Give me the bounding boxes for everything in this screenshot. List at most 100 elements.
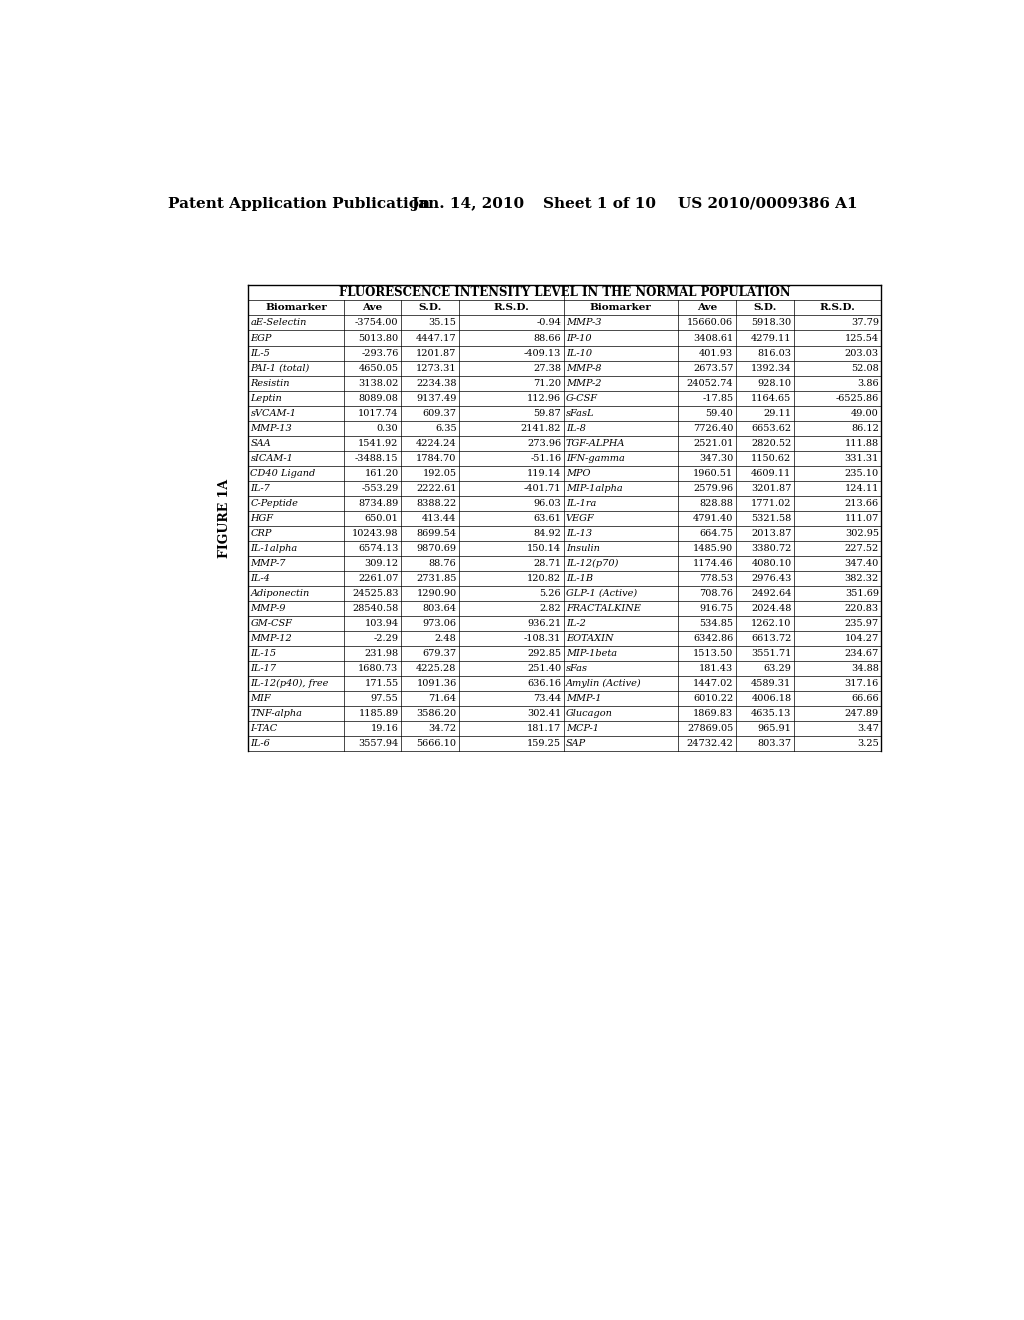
Text: 4791.40: 4791.40: [693, 513, 733, 523]
Text: 928.10: 928.10: [758, 379, 792, 388]
Text: 803.64: 803.64: [423, 603, 457, 612]
Text: 5.26: 5.26: [540, 589, 561, 598]
Text: 231.98: 231.98: [365, 649, 398, 657]
Text: 9870.69: 9870.69: [417, 544, 457, 553]
Text: C-Peptide: C-Peptide: [251, 499, 298, 508]
Text: 6342.86: 6342.86: [693, 634, 733, 643]
Text: 1960.51: 1960.51: [693, 469, 733, 478]
Text: S.D.: S.D.: [418, 304, 441, 313]
Text: MIP-1alpha: MIP-1alpha: [566, 483, 623, 492]
Text: 2731.85: 2731.85: [416, 574, 457, 582]
Text: 2673.57: 2673.57: [693, 363, 733, 372]
Text: 1185.89: 1185.89: [358, 709, 398, 718]
Text: 2024.48: 2024.48: [751, 603, 792, 612]
Text: IL-17: IL-17: [251, 664, 276, 673]
Text: S.D.: S.D.: [753, 304, 776, 313]
Text: MIP-1beta: MIP-1beta: [566, 649, 617, 657]
Text: 124.11: 124.11: [845, 483, 879, 492]
Text: 916.75: 916.75: [699, 603, 733, 612]
Text: Adiponectin: Adiponectin: [251, 589, 309, 598]
Text: 52.08: 52.08: [851, 363, 879, 372]
Text: 1513.50: 1513.50: [693, 649, 733, 657]
Text: 664.75: 664.75: [699, 529, 733, 537]
Text: -553.29: -553.29: [361, 483, 398, 492]
Text: 24052.74: 24052.74: [687, 379, 733, 388]
Text: 708.76: 708.76: [699, 589, 733, 598]
Text: sICAM-1: sICAM-1: [251, 454, 293, 462]
Text: 227.52: 227.52: [845, 544, 879, 553]
Text: EOTAXIN: EOTAXIN: [566, 634, 613, 643]
Text: 86.12: 86.12: [851, 424, 879, 433]
Text: 120.82: 120.82: [527, 574, 561, 582]
Text: Jan. 14, 2010: Jan. 14, 2010: [411, 197, 524, 211]
Text: 4650.05: 4650.05: [358, 363, 398, 372]
Text: IL-13: IL-13: [566, 529, 592, 537]
Text: MMP-1: MMP-1: [566, 694, 601, 702]
Text: MMP-8: MMP-8: [566, 363, 601, 372]
Text: G-CSF: G-CSF: [566, 393, 598, 403]
Text: 2521.01: 2521.01: [693, 438, 733, 447]
Text: 3.25: 3.25: [857, 739, 879, 748]
Text: 302.41: 302.41: [527, 709, 561, 718]
Text: EGP: EGP: [251, 334, 271, 342]
Text: Ave: Ave: [362, 304, 383, 313]
Text: 71.20: 71.20: [534, 379, 561, 388]
Text: 103.94: 103.94: [365, 619, 398, 628]
Text: 1447.02: 1447.02: [693, 678, 733, 688]
Text: -401.71: -401.71: [523, 483, 561, 492]
Text: 3557.94: 3557.94: [358, 739, 398, 748]
Text: 413.44: 413.44: [422, 513, 457, 523]
Text: Amylin (Active): Amylin (Active): [566, 678, 641, 688]
Text: -3754.00: -3754.00: [355, 318, 398, 327]
Text: 59.87: 59.87: [534, 409, 561, 417]
Text: -2.29: -2.29: [374, 634, 398, 643]
Text: 965.91: 965.91: [758, 723, 792, 733]
Text: -0.94: -0.94: [537, 318, 561, 327]
Text: TNF-alpha: TNF-alpha: [251, 709, 302, 718]
Text: 220.83: 220.83: [845, 603, 879, 612]
Text: IL-1ra: IL-1ra: [566, 499, 596, 508]
Text: 192.05: 192.05: [423, 469, 457, 478]
Text: IL-15: IL-15: [251, 649, 276, 657]
Text: 1174.46: 1174.46: [693, 558, 733, 568]
Text: 778.53: 778.53: [699, 574, 733, 582]
Text: 5918.30: 5918.30: [752, 318, 792, 327]
Text: IL-1alpha: IL-1alpha: [251, 544, 298, 553]
Text: IP-10: IP-10: [566, 334, 592, 342]
Text: IL-12(p40), free: IL-12(p40), free: [251, 678, 329, 688]
Text: 88.66: 88.66: [534, 334, 561, 342]
Text: 27869.05: 27869.05: [687, 723, 733, 733]
Text: 4589.31: 4589.31: [752, 678, 792, 688]
Text: 2261.07: 2261.07: [358, 574, 398, 582]
Text: 251.40: 251.40: [527, 664, 561, 673]
Text: 5321.58: 5321.58: [752, 513, 792, 523]
Text: R.S.D.: R.S.D.: [494, 304, 529, 313]
Text: 66.66: 66.66: [851, 694, 879, 702]
Text: 3586.20: 3586.20: [417, 709, 457, 718]
Text: GM-CSF: GM-CSF: [251, 619, 292, 628]
Text: MMP-3: MMP-3: [566, 318, 601, 327]
Text: 235.97: 235.97: [845, 619, 879, 628]
Text: 19.16: 19.16: [371, 723, 398, 733]
Text: 1771.02: 1771.02: [751, 499, 792, 508]
Text: sVCAM-1: sVCAM-1: [251, 409, 297, 417]
Text: -17.85: -17.85: [702, 393, 733, 403]
Text: TGF-ALPHA: TGF-ALPHA: [566, 438, 626, 447]
Text: 292.85: 292.85: [527, 649, 561, 657]
Text: 3.47: 3.47: [857, 723, 879, 733]
Text: 1164.65: 1164.65: [752, 393, 792, 403]
Text: 59.40: 59.40: [706, 409, 733, 417]
Text: 171.55: 171.55: [365, 678, 398, 688]
Text: 6010.22: 6010.22: [693, 694, 733, 702]
Text: -3488.15: -3488.15: [355, 454, 398, 462]
Text: 112.96: 112.96: [527, 393, 561, 403]
Text: 3551.71: 3551.71: [751, 649, 792, 657]
Text: IL-4: IL-4: [251, 574, 270, 582]
Text: US 2010/0009386 A1: US 2010/0009386 A1: [678, 197, 858, 211]
Text: 8089.08: 8089.08: [358, 393, 398, 403]
Text: 0.30: 0.30: [377, 424, 398, 433]
Text: 401.93: 401.93: [699, 348, 733, 358]
Text: IL-1B: IL-1B: [566, 574, 593, 582]
Text: 3.86: 3.86: [857, 379, 879, 388]
Text: 203.03: 203.03: [845, 348, 879, 358]
